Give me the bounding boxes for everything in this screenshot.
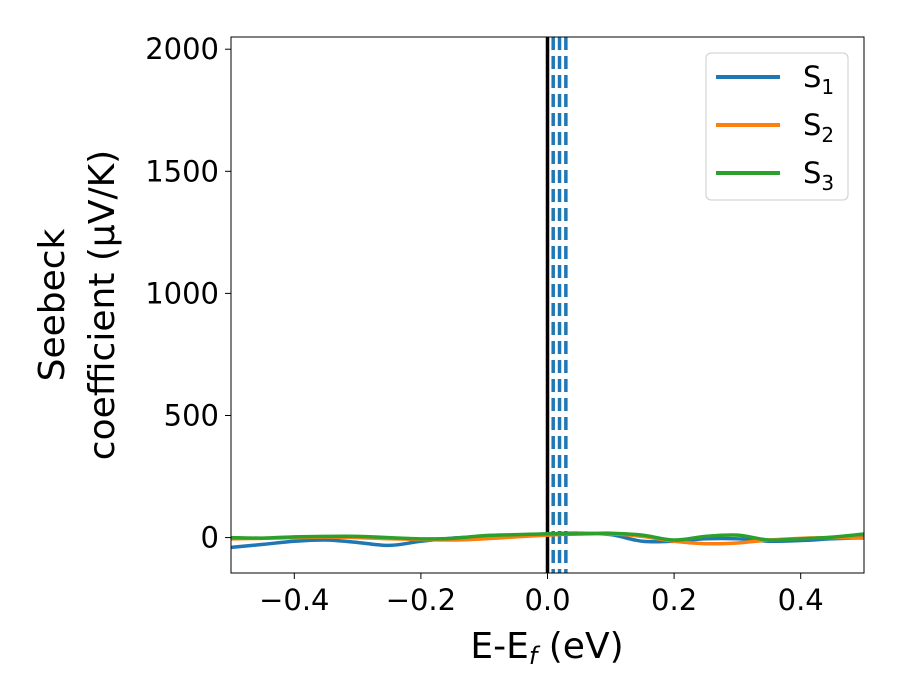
y-tick-label: 0 (201, 521, 219, 555)
x-tick-label: 0.4 (778, 583, 824, 617)
x-axis-title: E-Ef (eV) (470, 626, 623, 670)
y-axis-title-line2: coefficient (μV/K) (82, 150, 123, 460)
y-axis-title: Seebeck coefficient (μV/K) (32, 150, 123, 460)
y-tick-label: 500 (164, 398, 219, 432)
x-tick-label: −0.4 (259, 583, 329, 617)
x-tick-label: 0.0 (524, 583, 570, 617)
series-line-s3 (231, 531, 864, 542)
y-tick-label: 1000 (145, 276, 219, 310)
y-axis-title-line1: Seebeck (32, 228, 73, 381)
plot-area (231, 37, 864, 573)
y-tick-label: 2000 (145, 32, 219, 66)
x-tick-label: 0.2 (651, 583, 697, 617)
y-tick-label: 1500 (145, 154, 219, 188)
x-tick-label: −0.2 (386, 583, 456, 617)
plot-layer (231, 37, 864, 573)
x-axis-title-main: E-E (470, 626, 528, 667)
x-axis-title-unit: (eV) (537, 626, 623, 667)
legend-label-s1: S1 (803, 60, 834, 99)
legend-label-s2: S2 (803, 108, 834, 147)
axes-layer: −0.4 −0.2 0.0 0.2 0.4 0 500 1000 1500 2000 (145, 32, 865, 617)
legend-label-s3: S3 (803, 156, 834, 195)
legend: S1 S2 S3 (705, 52, 849, 201)
